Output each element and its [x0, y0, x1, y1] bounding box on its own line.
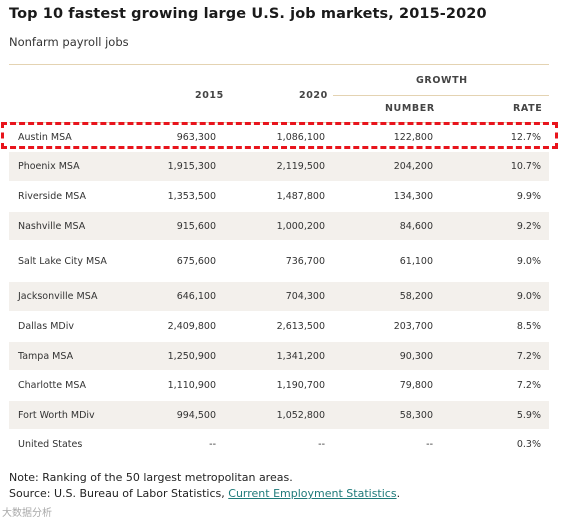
row-growth-rate: 7.2% [516, 380, 541, 391]
row-2015: 1,110,900 [167, 380, 216, 391]
row-growth-number: 204,200 [393, 161, 433, 172]
watermark: 大数据分析 [2, 508, 52, 519]
row-growth-rate: 7.2% [516, 350, 541, 362]
row-2020: 1,487,800 [276, 191, 325, 202]
header-2020: 2020 [299, 90, 328, 101]
table-row: Austin MSA 963,300 1,086,100 122,800 12.7% [9, 123, 549, 152]
table-title: Top 10 fastest growing large U.S. job ma… [9, 6, 487, 22]
row-2015: 915,600 [176, 220, 216, 232]
row-name: Dallas MDiv [18, 321, 74, 332]
row-growth-rate: 9.0% [516, 255, 541, 267]
row-2015: 994,500 [176, 409, 216, 421]
row-2015: 1,353,500 [167, 191, 216, 202]
table-row: Phoenix MSA 1,915,300 2,119,500 204,200 10.7… [9, 152, 549, 182]
source-prefix: Source: U.S. Bureau of Labor Statistics, [9, 487, 229, 500]
row-growth-number: 134,300 [393, 191, 433, 202]
row-growth-number: 122,800 [393, 131, 433, 143]
row-2020: -- [318, 439, 325, 450]
table-row: Dallas MDiv 2,409,800 2,613,500 203,700 8.5% [9, 312, 549, 342]
row-growth-number: -- [426, 439, 433, 450]
row-growth-rate: 5.9% [516, 409, 541, 421]
table-row: Nashville MSA 915,600 1,000,200 84,600 9.2% [9, 212, 549, 241]
row-growth-rate: 8.5% [516, 321, 541, 332]
row-name: United States [18, 439, 83, 450]
row-name: Charlotte MSA [18, 380, 87, 391]
table-subtitle: Nonfarm payroll jobs [9, 35, 129, 49]
header-2015: 2015 [195, 90, 224, 101]
row-name: Tampa MSA [18, 350, 74, 362]
growth-group-rule [333, 95, 549, 96]
row-2020: 1,052,800 [276, 409, 325, 421]
row-growth-rate: 12.7% [510, 131, 541, 143]
row-2020: 1,086,100 [276, 131, 325, 143]
source-suffix: . [396, 487, 401, 500]
header-rate: RATE [513, 103, 543, 114]
data-table: Austin MSA 963,300 1,086,100 122,800 12.7% Ph… [9, 123, 549, 460]
row-2020: 2,613,500 [276, 321, 325, 332]
row-2015: 963,300 [176, 131, 216, 143]
row-growth-number: 79,800 [399, 380, 433, 391]
row-name: Jacksonville MSA [18, 291, 98, 302]
row-growth-number: 84,600 [399, 220, 433, 232]
table-row: United States -- -- -- 0.3% [9, 430, 549, 460]
row-2015: 1,250,900 [167, 350, 216, 362]
row-2015: 646,100 [176, 291, 216, 302]
row-growth-number: 58,200 [399, 291, 433, 302]
row-growth-rate: 9.9% [516, 191, 541, 202]
row-growth-rate: 10.7% [510, 161, 541, 172]
source-line: Source: U.S. Bureau of Labor Statistics,… [9, 487, 400, 500]
header-growth: GROWTH [416, 75, 468, 86]
row-name: Austin MSA [18, 131, 72, 143]
row-name: Phoenix MSA [18, 161, 80, 172]
table-row: Tampa MSA 1,250,900 1,341,200 90,300 7.2% [9, 342, 549, 371]
row-2020: 2,119,500 [276, 161, 325, 172]
table-row: Jacksonville MSA 646,100 704,300 58,200 9.0% [9, 282, 549, 312]
row-growth-rate: 9.0% [516, 291, 541, 302]
row-2020: 1,190,700 [276, 380, 325, 391]
row-2020: 736,700 [285, 255, 325, 267]
table-row: Riverside MSA 1,353,500 1,487,800 134,300 9.… [9, 182, 549, 212]
row-2015: 2,409,800 [167, 321, 216, 332]
row-2020: 1,341,200 [276, 350, 325, 362]
row-growth-number: 61,100 [399, 255, 433, 267]
row-growth-number: 58,300 [399, 409, 433, 421]
row-growth-rate: 9.2% [516, 220, 541, 232]
row-2020: 704,300 [285, 291, 325, 302]
row-2015: 675,600 [176, 255, 216, 267]
row-name: Salt Lake City MSA [18, 255, 107, 267]
row-name: Riverside MSA [18, 191, 86, 202]
header-number: NUMBER [385, 103, 435, 114]
row-2015: -- [209, 439, 216, 450]
row-name: Fort Worth MDiv [18, 409, 95, 421]
footnote: Note: Ranking of the 50 largest metropol… [9, 471, 293, 484]
row-name: Nashville MSA [18, 220, 86, 232]
row-growth-number: 203,700 [393, 321, 433, 332]
table-row: Fort Worth MDiv 994,500 1,052,800 58,300 5.9… [9, 401, 549, 430]
source-link[interactable]: Current Employment Statistics [228, 487, 397, 500]
header-top-rule [9, 64, 549, 65]
row-2015: 1,915,300 [167, 161, 216, 172]
row-growth-rate: 0.3% [516, 439, 541, 450]
table-row: Salt Lake City MSA 675,600 736,700 61,100 9.… [9, 241, 549, 282]
row-growth-number: 90,300 [399, 350, 433, 362]
table-row: Charlotte MSA 1,110,900 1,190,700 79,800 7.2… [9, 371, 549, 401]
row-2020: 1,000,200 [276, 220, 325, 232]
